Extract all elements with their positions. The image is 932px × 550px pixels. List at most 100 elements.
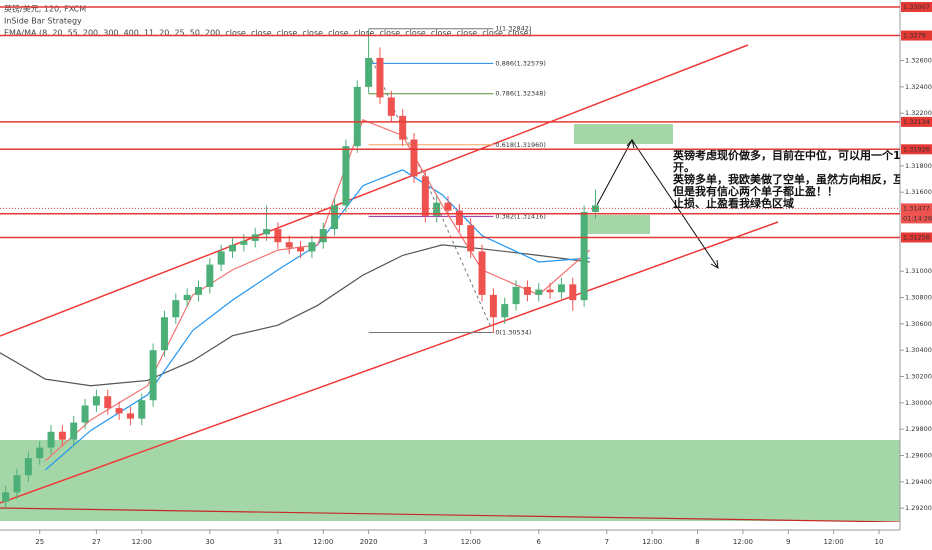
candle-body [331, 205, 339, 230]
candle-body [308, 242, 316, 252]
chart-title: 英镑/美元, 120, FXCM [4, 4, 86, 14]
candle-body [183, 294, 191, 301]
fib-label: 0.786(1.32348) [495, 90, 546, 98]
current-price-label: 1.31477 [903, 204, 930, 212]
candle-body [557, 284, 565, 293]
candle-body [115, 408, 123, 414]
fib-label: 1(1.32842) [495, 25, 531, 33]
price-level-tag [901, 1, 932, 12]
annotation-line: 英镑考虑现价做多，目前在中位，可以用一个1倍 [672, 148, 912, 162]
price-axis [900, 0, 932, 550]
candle-body [81, 405, 89, 423]
moving-average [44, 119, 591, 462]
channel-line [0, 44, 749, 337]
plot-area [0, 44, 900, 522]
candle-body [263, 229, 271, 235]
x-tick-label: 12:00 [132, 538, 152, 546]
x-tick-label: 12:00 [313, 538, 333, 546]
candle-body [546, 289, 554, 293]
x-tick-label: 25 [35, 538, 44, 546]
candle-body [580, 211, 588, 301]
price-level-label: 1.33007 [903, 3, 930, 11]
moving-average [0, 244, 590, 387]
annotation-line: 英镑多单，我欧美做了空单，虽然方向相反，互 [672, 172, 904, 186]
candle-body [353, 86, 361, 147]
candle-body [478, 251, 486, 295]
candle-body [444, 202, 452, 211]
price-level-label: 1.31926 [903, 145, 930, 153]
candle-body [421, 176, 429, 216]
candle-body [489, 294, 497, 318]
y-tick-label: 1.29400 [905, 478, 932, 486]
green-zone [586, 215, 650, 234]
y-tick-label: 1.30600 [905, 320, 932, 328]
candle-body [104, 396, 112, 409]
annotation-line: 但是我有信心两个单子都止盈！！ [672, 184, 838, 198]
candle-body [523, 286, 531, 295]
candle-body [365, 57, 373, 87]
candle-body [206, 264, 214, 287]
price-level-tag [901, 232, 932, 243]
candle-body [297, 247, 305, 252]
candle-body [274, 229, 282, 243]
candle-body [24, 458, 32, 476]
candle-body [160, 317, 168, 351]
x-tick-label: 2020 [360, 538, 378, 546]
x-tick-label: 9 [786, 538, 790, 546]
candle-body [47, 431, 55, 448]
fib-label: 0(1.30534) [495, 329, 531, 337]
y-tick-label: 1.31800 [905, 162, 932, 170]
x-tick-label: 31 [273, 538, 282, 546]
candle-body [376, 57, 384, 98]
candle-body [512, 286, 520, 305]
x-tick-label: 6 [537, 538, 542, 546]
marks: 1(1.32842) 0.886(1.32579) 0.786(1.32348) 0.… [0, 25, 599, 509]
y-tick-label: 1.29600 [905, 451, 932, 459]
y-tick-label: 1.32200 [905, 109, 932, 117]
candle-body [467, 225, 475, 252]
candle-body [229, 244, 237, 252]
annotation-line: 开。 [673, 161, 695, 174]
candle-body [399, 115, 407, 140]
candle-body [2, 492, 10, 502]
x-tick-label: 12:00 [733, 538, 753, 546]
candle-body [501, 304, 509, 318]
y-tick-label: 1.31000 [905, 267, 932, 275]
current-price-tag [901, 203, 932, 224]
annotation: 英镑考虑现价做多，目前在中位，可以用一个1倍开。英镑多单，我欧美做了空单，虽然方… [672, 148, 912, 210]
candle-body [36, 447, 44, 459]
channel-line [0, 221, 779, 504]
annotation-line: 止损、止盈看我绿色区域 [673, 196, 794, 210]
candle-body [58, 431, 66, 440]
fib-label: 0.886(1.32579) [495, 59, 546, 67]
x-tick-label: 3 [423, 538, 427, 546]
candle-body [319, 229, 327, 243]
y-tick-label: 1.30200 [905, 373, 932, 381]
candle-body [569, 284, 577, 301]
y-tick-label: 1.32600 [905, 57, 932, 65]
y-tick-label: 1.31600 [905, 188, 932, 196]
price-level-tag [901, 116, 932, 127]
candle-body [387, 97, 395, 116]
price-level-label: 1.32134 [903, 118, 930, 126]
x-tick-label: 10 [875, 538, 884, 546]
fib-label: 0.382(1.31416) [495, 212, 546, 220]
candle-body [591, 205, 599, 212]
y-tick-label: 1.32400 [905, 83, 932, 91]
candle-body [138, 400, 146, 419]
candle-body [194, 286, 202, 295]
candle-body [172, 300, 180, 318]
countdown: 01:14:26 [903, 214, 932, 222]
green-zone [0, 440, 900, 521]
x-tick-label: 12:00 [461, 538, 481, 546]
candle-body [70, 422, 78, 440]
x-tick-label: 12:00 [642, 538, 662, 546]
candle-body [149, 350, 157, 401]
candle-body [13, 475, 21, 493]
green-zone [574, 124, 673, 144]
price-level-label: 1.31256 [903, 233, 930, 241]
y-tick-label: 1.30800 [905, 294, 932, 302]
price-level-label: 1.3279 [903, 32, 926, 40]
candle-body [285, 242, 293, 248]
